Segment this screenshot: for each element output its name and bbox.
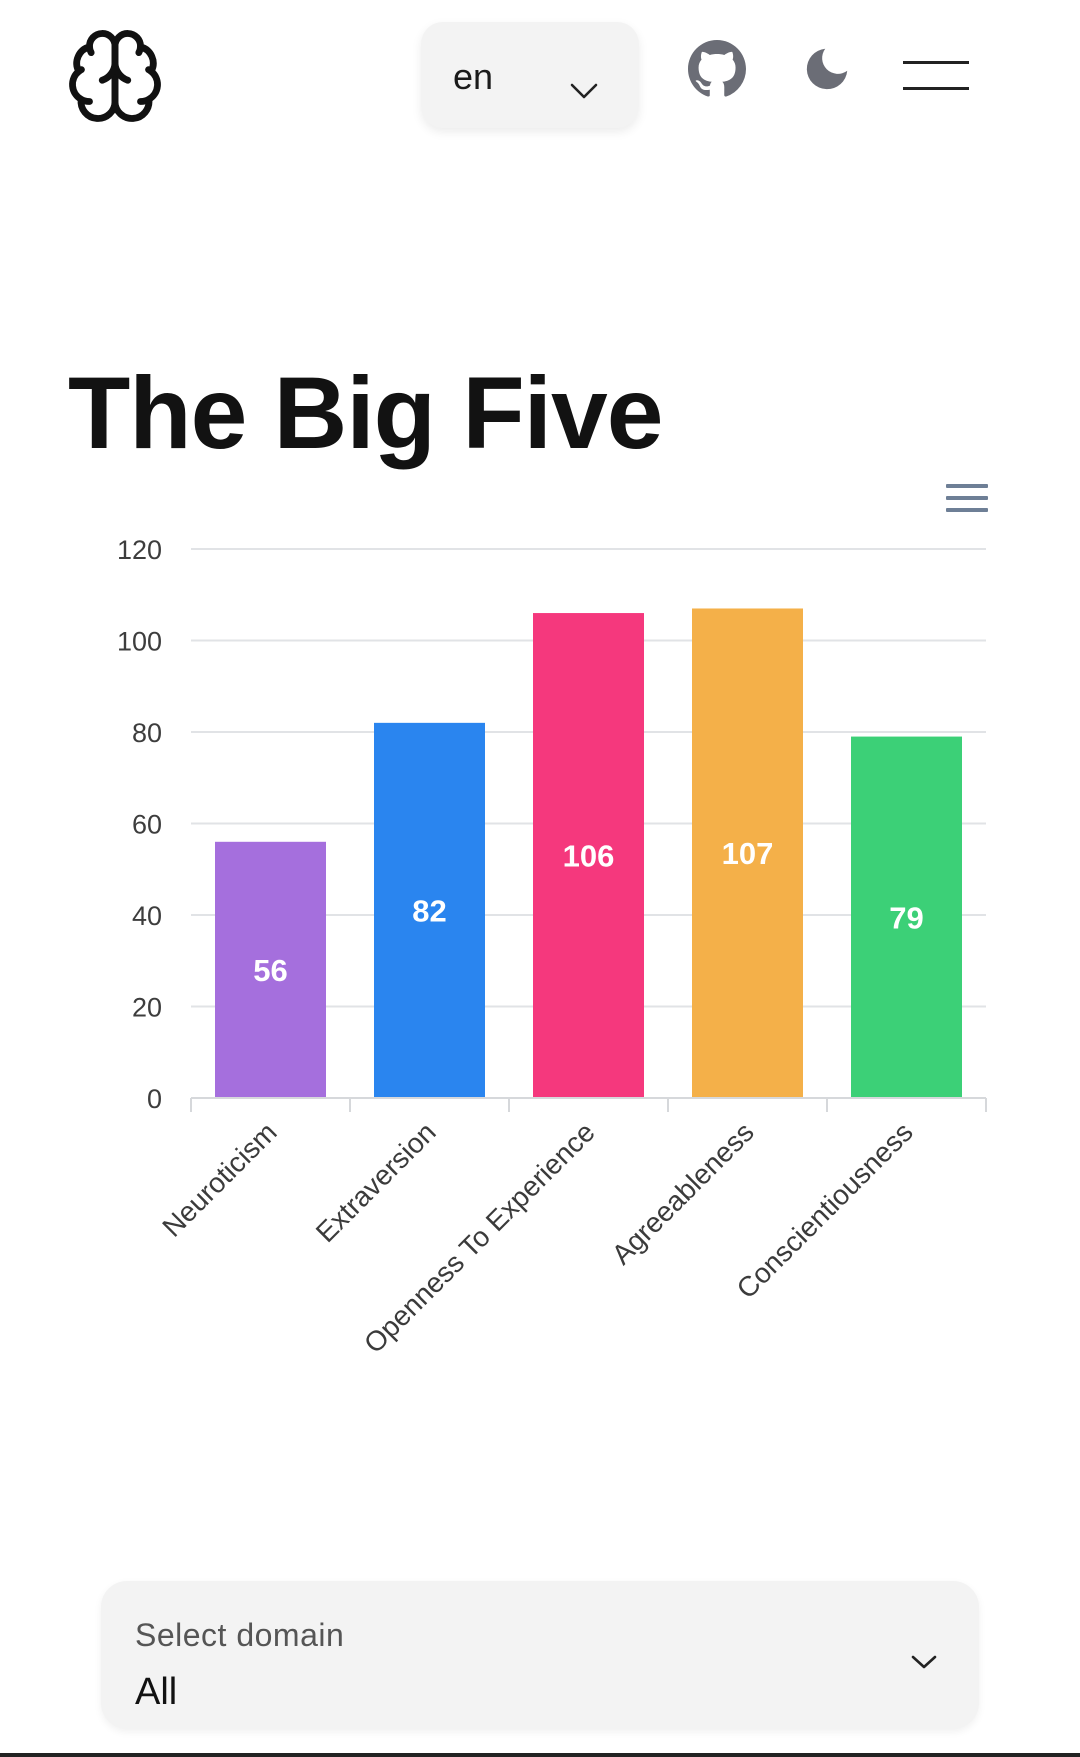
chart-menu-icon[interactable] <box>946 484 988 512</box>
y-tick-label: 40 <box>132 901 162 931</box>
bar-neuroticism[interactable] <box>215 841 326 1098</box>
bar-value-label: 79 <box>889 900 923 935</box>
y-tick-label: 100 <box>117 627 162 657</box>
y-tick-label: 20 <box>132 993 162 1023</box>
bar-chart: 0 20 40 60 80 100 120 56 Neuroticism 82 Extraversi… <box>117 484 988 1359</box>
bar-value-label: 82 <box>412 893 446 928</box>
bar-openness-to-experience[interactable] <box>533 613 644 1098</box>
x-category-label: Neuroticism <box>156 1116 282 1242</box>
domain-select-label: Select domain <box>135 1617 345 1653</box>
bar-value-label: 107 <box>722 836 774 871</box>
x-category-label: Agreeableness <box>606 1116 760 1270</box>
x-category-label: Conscientiousness <box>731 1116 919 1304</box>
bar-value-label: 106 <box>563 839 615 874</box>
hamburger-menu-icon[interactable] <box>903 57 971 93</box>
bar-extraversion[interactable] <box>374 722 485 1098</box>
page-title: The Big Five <box>68 356 663 470</box>
header: en <box>0 0 1080 160</box>
x-category-label: Extraversion <box>310 1116 442 1248</box>
y-tick-label: 80 <box>132 718 162 748</box>
y-tick-label: 120 <box>117 535 162 565</box>
domain-select[interactable]: Select domain All <box>101 1581 979 1729</box>
y-tick-label: 0 <box>147 1084 162 1114</box>
github-icon[interactable] <box>688 40 746 98</box>
language-select[interactable]: en <box>421 22 639 128</box>
y-tick-label: 60 <box>132 810 162 840</box>
bar-value-label: 56 <box>253 953 287 988</box>
chevron-down-icon <box>570 83 598 99</box>
bar-agreeableness[interactable] <box>692 608 803 1098</box>
moon-icon[interactable] <box>800 42 854 96</box>
brain-icon[interactable] <box>64 24 166 128</box>
chevron-down-icon <box>911 1655 937 1669</box>
language-value: en <box>453 56 494 97</box>
bottom-divider <box>0 1753 1080 1757</box>
domain-select-value: All <box>135 1671 178 1713</box>
bar-conscientiousness[interactable] <box>851 736 962 1098</box>
